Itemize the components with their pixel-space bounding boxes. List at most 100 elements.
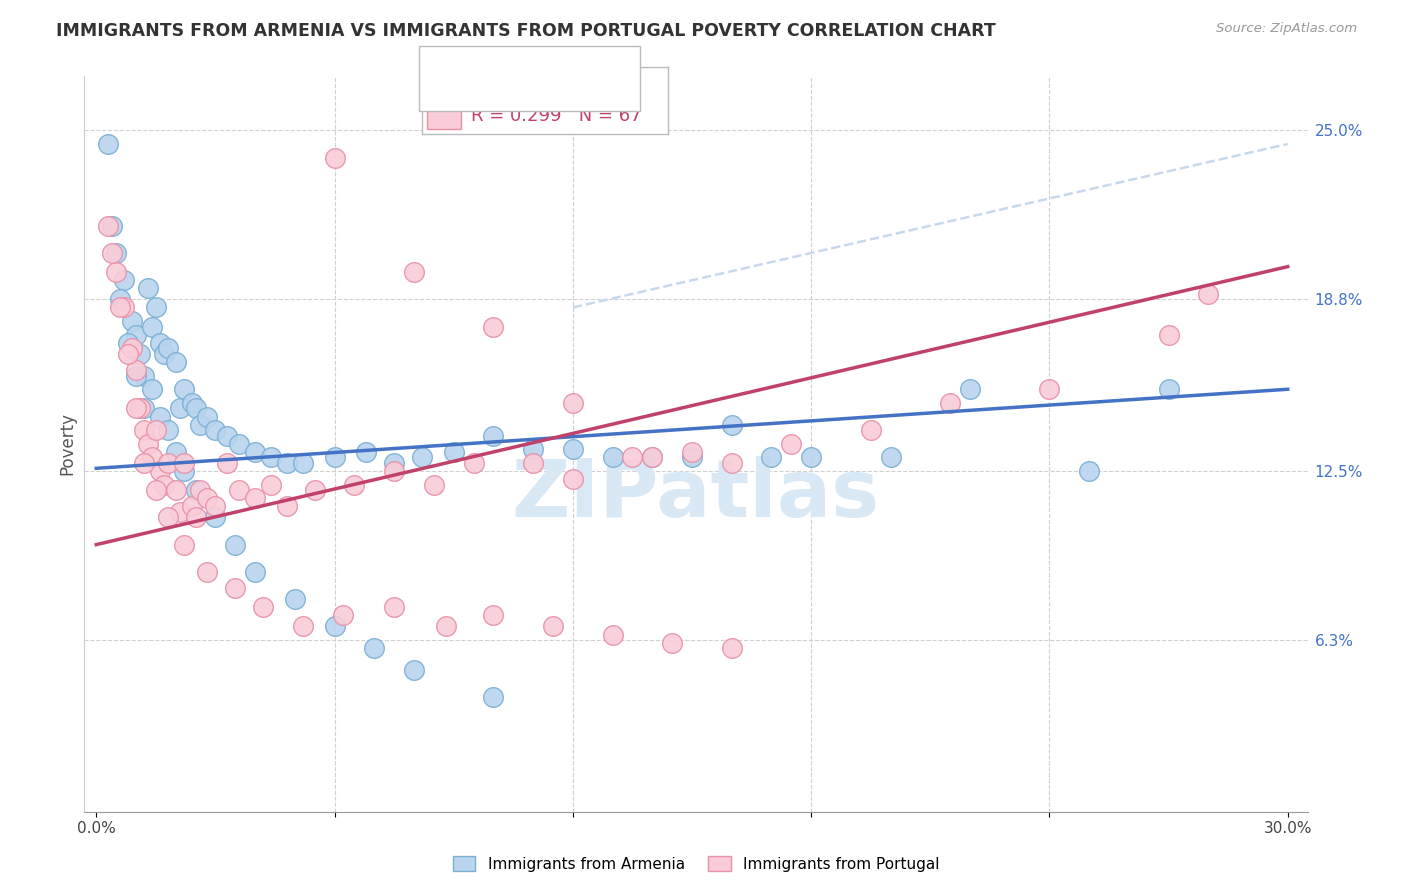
Point <box>323 151 346 165</box>
Point <box>149 335 172 350</box>
Point <box>169 505 191 519</box>
Point <box>132 423 155 437</box>
Point <box>720 417 742 432</box>
Point <box>125 368 148 383</box>
Point <box>156 456 179 470</box>
Point <box>105 246 128 260</box>
Point <box>276 456 298 470</box>
Point <box>641 450 664 465</box>
Point <box>97 219 120 233</box>
Point <box>482 690 505 705</box>
Text: R = 0.299   N = 67: R = 0.299 N = 67 <box>471 107 641 126</box>
Point <box>97 136 120 151</box>
Point <box>188 483 211 497</box>
Point <box>291 619 314 633</box>
Point <box>382 456 405 470</box>
Point <box>184 401 207 416</box>
Point <box>169 401 191 416</box>
Point <box>661 636 683 650</box>
Point <box>1197 286 1219 301</box>
Point <box>284 592 307 607</box>
Point <box>180 396 202 410</box>
Point <box>156 342 179 356</box>
Point <box>252 600 274 615</box>
Point <box>121 342 143 356</box>
Point <box>129 347 152 361</box>
Text: IMMIGRANTS FROM ARMENIA VS IMMIGRANTS FROM PORTUGAL POVERTY CORRELATION CHART: IMMIGRANTS FROM ARMENIA VS IMMIGRANTS FR… <box>56 22 995 40</box>
Point <box>243 565 266 579</box>
Point <box>1078 464 1101 478</box>
Point <box>197 491 219 506</box>
Point <box>108 293 131 307</box>
Point <box>323 450 346 465</box>
Point <box>204 423 226 437</box>
Point <box>132 401 155 416</box>
Point <box>224 581 246 595</box>
Point <box>141 319 163 334</box>
Point <box>156 423 179 437</box>
Point <box>173 538 195 552</box>
Point <box>482 608 505 623</box>
Point <box>1157 382 1180 396</box>
Point <box>434 619 457 633</box>
Point <box>260 477 283 491</box>
Point <box>602 627 624 641</box>
Point <box>939 396 962 410</box>
Point <box>228 436 250 450</box>
Point <box>180 500 202 514</box>
Point <box>184 510 207 524</box>
Point <box>141 450 163 465</box>
Point <box>165 445 187 459</box>
Point <box>561 442 583 457</box>
Point <box>859 423 882 437</box>
Point <box>224 538 246 552</box>
Point <box>304 483 326 497</box>
Point <box>1038 382 1060 396</box>
Point <box>204 510 226 524</box>
Point <box>105 265 128 279</box>
Point <box>125 401 148 416</box>
Point <box>291 456 314 470</box>
Point <box>108 301 131 315</box>
Point <box>101 246 124 260</box>
Point <box>184 483 207 497</box>
Point <box>204 500 226 514</box>
Point <box>959 382 981 396</box>
Point <box>197 565 219 579</box>
Point <box>217 428 239 442</box>
Point <box>117 347 139 361</box>
Point <box>720 641 742 656</box>
Point <box>117 335 139 350</box>
Point <box>125 363 148 377</box>
Point <box>482 319 505 334</box>
Point <box>136 436 159 450</box>
Point <box>720 456 742 470</box>
Text: R = 0.145   N = 64
  R = 0.299   N = 67: R = 0.145 N = 64 R = 0.299 N = 67 <box>430 58 628 99</box>
Point <box>197 409 219 424</box>
Point <box>323 619 346 633</box>
Point <box>561 396 583 410</box>
Point <box>681 450 703 465</box>
Point <box>356 445 378 459</box>
Point <box>136 281 159 295</box>
Point <box>243 445 266 459</box>
Point <box>382 464 405 478</box>
Point <box>132 368 155 383</box>
Text: ZIPatlas: ZIPatlas <box>512 457 880 534</box>
Point <box>402 265 425 279</box>
Point <box>482 428 505 442</box>
Point <box>443 445 465 459</box>
Point <box>173 456 195 470</box>
Point <box>145 301 167 315</box>
Point <box>112 273 135 287</box>
Point <box>382 600 405 615</box>
Point <box>522 456 544 470</box>
Point <box>761 450 783 465</box>
Point <box>541 619 564 633</box>
Point <box>363 641 385 656</box>
Point <box>129 401 152 416</box>
Point <box>141 382 163 396</box>
Point <box>621 450 644 465</box>
Point <box>152 477 174 491</box>
Point <box>800 450 823 465</box>
